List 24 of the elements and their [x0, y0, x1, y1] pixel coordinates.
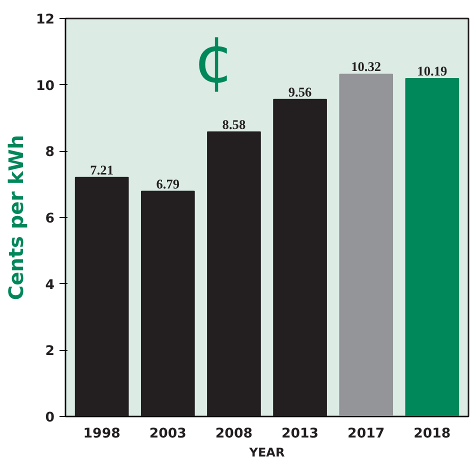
- y-tick-label: 4: [45, 278, 55, 293]
- data-label: 10.32: [351, 59, 382, 74]
- y-tick-label: 2: [45, 344, 55, 360]
- x-tick-label: 2013: [281, 426, 319, 442]
- bar: [405, 78, 460, 416]
- y-tick-label: 12: [36, 12, 55, 28]
- y-tick-label: 6: [45, 212, 55, 226]
- x-tick-label: 2017: [348, 426, 385, 442]
- data-label: 7.21: [90, 162, 114, 178]
- data-label: 8.58: [222, 116, 246, 132]
- x-tick-label: 1998: [83, 426, 120, 442]
- annotation: ¢: [194, 24, 235, 98]
- x-tick-label: 2003: [149, 426, 186, 442]
- data-label: 10.19: [417, 64, 448, 79]
- y-tick-label: 0: [45, 410, 55, 426]
- x-axis-title: YEAR: [248, 446, 285, 460]
- y-axis-title: Cents per kWh: [4, 134, 28, 300]
- x-tick-label: 2008: [215, 426, 253, 442]
- y-tick-label: 8: [45, 145, 55, 160]
- y-tick-label: 10: [36, 78, 55, 94]
- data-label: 6.79: [156, 176, 180, 192]
- bar: [339, 74, 394, 416]
- data-label: 9.56: [288, 84, 312, 100]
- x-tick-label: 2018: [414, 426, 451, 442]
